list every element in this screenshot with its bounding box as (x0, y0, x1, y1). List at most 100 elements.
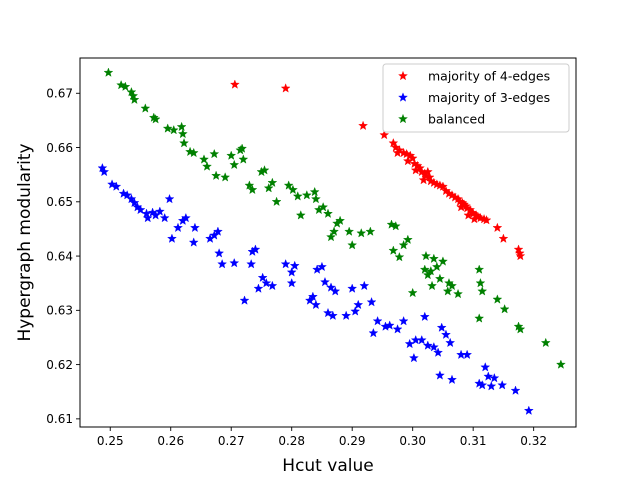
data-point (326, 282, 336, 292)
y-tick-label: 0.63 (46, 304, 73, 318)
data-point (402, 155, 413, 166)
data-point (176, 121, 187, 132)
data-point (462, 349, 473, 360)
data-point (129, 94, 140, 104)
data-point (499, 304, 510, 314)
data-point (111, 181, 122, 191)
data-point (317, 261, 327, 272)
data-point (497, 380, 508, 390)
data-point (368, 327, 379, 338)
data-point (323, 307, 333, 318)
data-point (286, 278, 297, 288)
data-point (295, 210, 306, 220)
series-2-points (103, 67, 566, 369)
data-point (402, 234, 413, 244)
data-point (394, 251, 405, 262)
data-point (489, 372, 500, 383)
data-point (422, 166, 433, 177)
data-point (154, 206, 165, 216)
data-point (347, 240, 358, 250)
data-point (486, 381, 497, 391)
data-point (523, 405, 534, 415)
data-point (421, 250, 431, 261)
data-point (126, 87, 137, 97)
data-point (347, 283, 358, 293)
data-point (250, 244, 261, 254)
data-point (229, 159, 240, 170)
data-point (398, 240, 409, 250)
data-point (388, 245, 399, 255)
legend-label: majority of 4-edges (428, 69, 550, 84)
data-point (267, 280, 278, 291)
series-0-points (229, 79, 526, 261)
data-point (344, 226, 355, 236)
y-tick-label: 0.64 (46, 249, 73, 263)
data-point (408, 352, 419, 363)
data-point (150, 114, 161, 124)
data-point (365, 226, 376, 236)
data-point (283, 180, 294, 190)
data-point (330, 286, 341, 296)
data-point (103, 67, 114, 77)
data-point (226, 150, 237, 160)
data-point (356, 228, 367, 238)
data-point (359, 280, 370, 291)
data-point (390, 221, 401, 231)
data-point (159, 212, 170, 223)
series-1-points (97, 162, 534, 415)
data-point (214, 248, 225, 258)
y-tick-label: 0.62 (46, 358, 73, 372)
data-point (209, 148, 220, 159)
x-tick-label: 0.32 (520, 434, 547, 448)
data-point (456, 202, 466, 212)
data-point (492, 294, 503, 304)
data-point (469, 214, 480, 224)
data-point (384, 320, 395, 330)
data-point (326, 231, 336, 242)
data-point (428, 342, 439, 352)
data-point (425, 266, 436, 276)
data-point (386, 219, 397, 229)
data-point (173, 222, 183, 233)
data-point (164, 193, 175, 204)
data-point (474, 264, 485, 274)
data-point (350, 306, 361, 316)
y-tick-label: 0.61 (46, 412, 73, 426)
data-point (475, 278, 486, 288)
data-point (107, 179, 117, 189)
data-point (366, 297, 377, 307)
data-points (97, 67, 566, 415)
data-point (392, 324, 403, 334)
data-point (492, 222, 503, 233)
data-point (480, 362, 491, 372)
data-point (188, 147, 199, 158)
data-point (438, 256, 448, 266)
data-point (433, 347, 444, 357)
data-point (135, 204, 146, 215)
data-point (434, 370, 445, 380)
data-point (407, 287, 418, 298)
data-point (441, 329, 451, 339)
data-point (410, 165, 421, 175)
data-point (120, 81, 131, 91)
data-point (99, 166, 110, 177)
data-point (199, 154, 209, 164)
data-point (419, 264, 430, 274)
y-tick-label: 0.66 (46, 141, 73, 155)
y-axis-title: Hypergraph modularity (15, 143, 35, 341)
data-point (415, 162, 425, 173)
data-point (320, 276, 330, 287)
data-point (167, 233, 177, 243)
data-point (267, 177, 278, 187)
data-point (445, 337, 456, 348)
data-point (379, 129, 390, 140)
legend-label: majority of 3-edges (428, 90, 550, 105)
data-point (129, 197, 140, 208)
data-point (442, 286, 453, 296)
legend-marker (398, 70, 408, 81)
data-point (341, 310, 352, 320)
data-point (318, 202, 329, 212)
data-point (177, 128, 188, 139)
data-point (211, 170, 222, 180)
data-point (463, 210, 474, 220)
